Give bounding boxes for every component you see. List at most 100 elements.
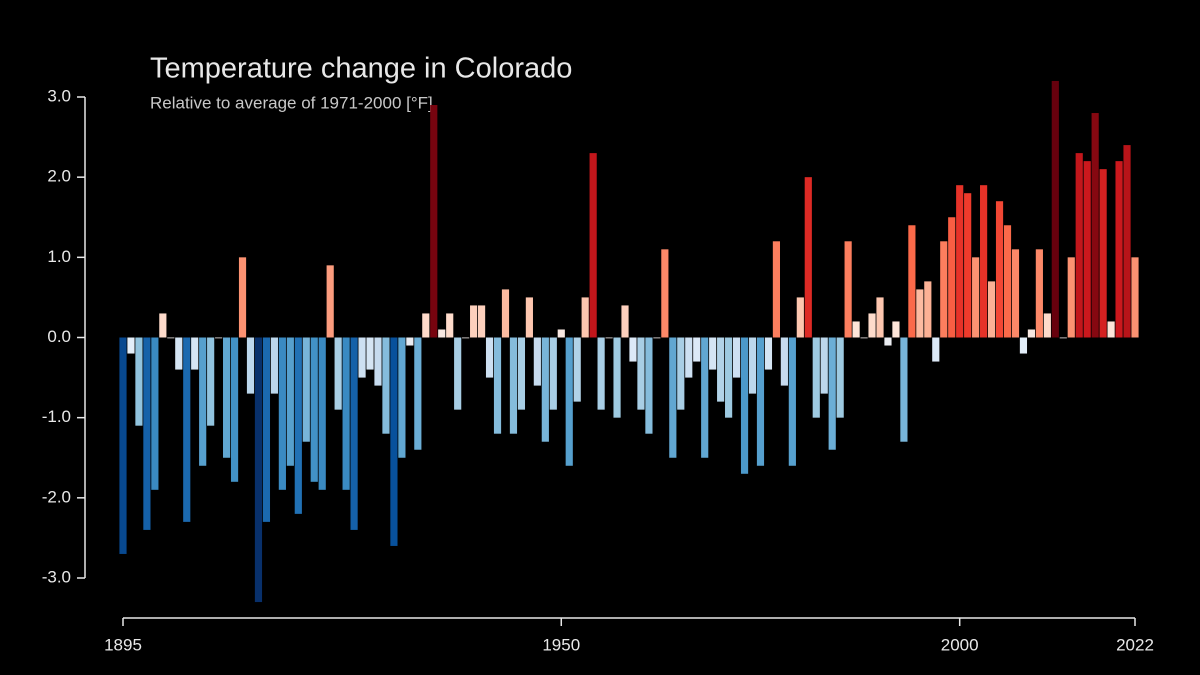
bar <box>533 337 541 386</box>
bar <box>1011 249 1020 338</box>
bar <box>1131 257 1139 338</box>
bar <box>717 337 725 402</box>
bar <box>653 337 661 339</box>
bar <box>756 337 765 466</box>
bar <box>191 337 199 370</box>
bar <box>1059 337 1067 339</box>
bar <box>477 305 486 338</box>
bar <box>414 337 422 450</box>
bar <box>406 337 414 346</box>
bar <box>254 337 263 603</box>
bar <box>1115 161 1123 338</box>
bar <box>589 153 597 338</box>
bar <box>485 337 494 378</box>
bar <box>629 337 637 362</box>
bar <box>980 185 988 338</box>
bar <box>924 281 932 338</box>
bar <box>1099 169 1107 338</box>
bar <box>836 337 844 418</box>
bar <box>262 337 271 522</box>
x-tick-label: 1950 <box>542 635 580 654</box>
bar <box>621 305 629 338</box>
bar <box>876 297 884 338</box>
bar <box>1051 80 1059 338</box>
bar <box>557 329 565 338</box>
bar <box>350 337 358 530</box>
bar <box>820 337 828 394</box>
bar <box>159 313 167 338</box>
bar <box>135 337 143 426</box>
bar <box>1019 337 1028 354</box>
bar <box>748 337 757 394</box>
bar <box>358 337 366 378</box>
y-tick-label: -1.0 <box>42 407 71 426</box>
y-tick-label: 3.0 <box>47 86 71 105</box>
bar <box>334 337 342 410</box>
bar <box>972 257 980 338</box>
bar <box>422 313 430 338</box>
bar <box>238 257 247 338</box>
y-tick-label: 1.0 <box>47 247 71 266</box>
bar <box>573 337 581 402</box>
bar <box>581 297 589 338</box>
bar <box>509 337 518 434</box>
bar <box>1067 257 1075 338</box>
y-tick-label: 2.0 <box>47 167 71 186</box>
bar <box>541 337 549 442</box>
x-tick-label: 2000 <box>941 635 979 654</box>
bar <box>199 337 207 466</box>
bar <box>517 337 526 410</box>
bar <box>302 337 310 442</box>
bar <box>1003 225 1012 338</box>
bar <box>884 337 892 346</box>
bar <box>948 217 956 338</box>
bar <box>446 313 454 338</box>
bar <box>1043 313 1051 338</box>
bar <box>454 337 462 410</box>
bar <box>701 337 709 458</box>
bar <box>398 337 406 458</box>
bar <box>725 337 733 418</box>
bar <box>1123 145 1131 338</box>
bar <box>382 337 390 434</box>
bar <box>987 281 996 338</box>
bar <box>932 337 940 362</box>
bar <box>780 337 788 386</box>
bar <box>788 337 796 466</box>
bar <box>685 337 693 378</box>
bar <box>812 337 820 418</box>
bar <box>709 337 717 370</box>
bar <box>693 337 701 362</box>
bar <box>151 337 159 490</box>
y-tick-label: -3.0 <box>42 567 71 586</box>
bar <box>964 193 972 338</box>
bar <box>246 337 255 394</box>
bar <box>167 337 175 339</box>
bar <box>462 337 470 339</box>
bar <box>900 337 908 442</box>
x-tick-label: 1895 <box>104 635 142 654</box>
bar <box>844 241 852 338</box>
bar <box>613 337 621 418</box>
bar <box>366 337 374 370</box>
bar <box>501 289 510 338</box>
y-tick-label: 0.0 <box>47 327 71 346</box>
x-tick-label: 2022 <box>1116 635 1154 654</box>
bar <box>956 185 964 338</box>
bar <box>223 337 231 458</box>
bar <box>868 313 876 338</box>
bar <box>278 337 286 490</box>
bar <box>342 337 350 490</box>
bar <box>908 225 916 338</box>
chart-subtitle: Relative to average of 1971-2000 [°F] <box>150 93 433 112</box>
bar <box>565 337 573 466</box>
bar <box>1027 329 1035 338</box>
bar <box>1091 113 1099 338</box>
bar <box>493 337 502 434</box>
chart-title: Temperature change in Colorado <box>150 53 572 85</box>
bar <box>940 241 948 338</box>
bar <box>1107 321 1115 338</box>
bar <box>740 337 749 474</box>
bar <box>597 337 605 410</box>
